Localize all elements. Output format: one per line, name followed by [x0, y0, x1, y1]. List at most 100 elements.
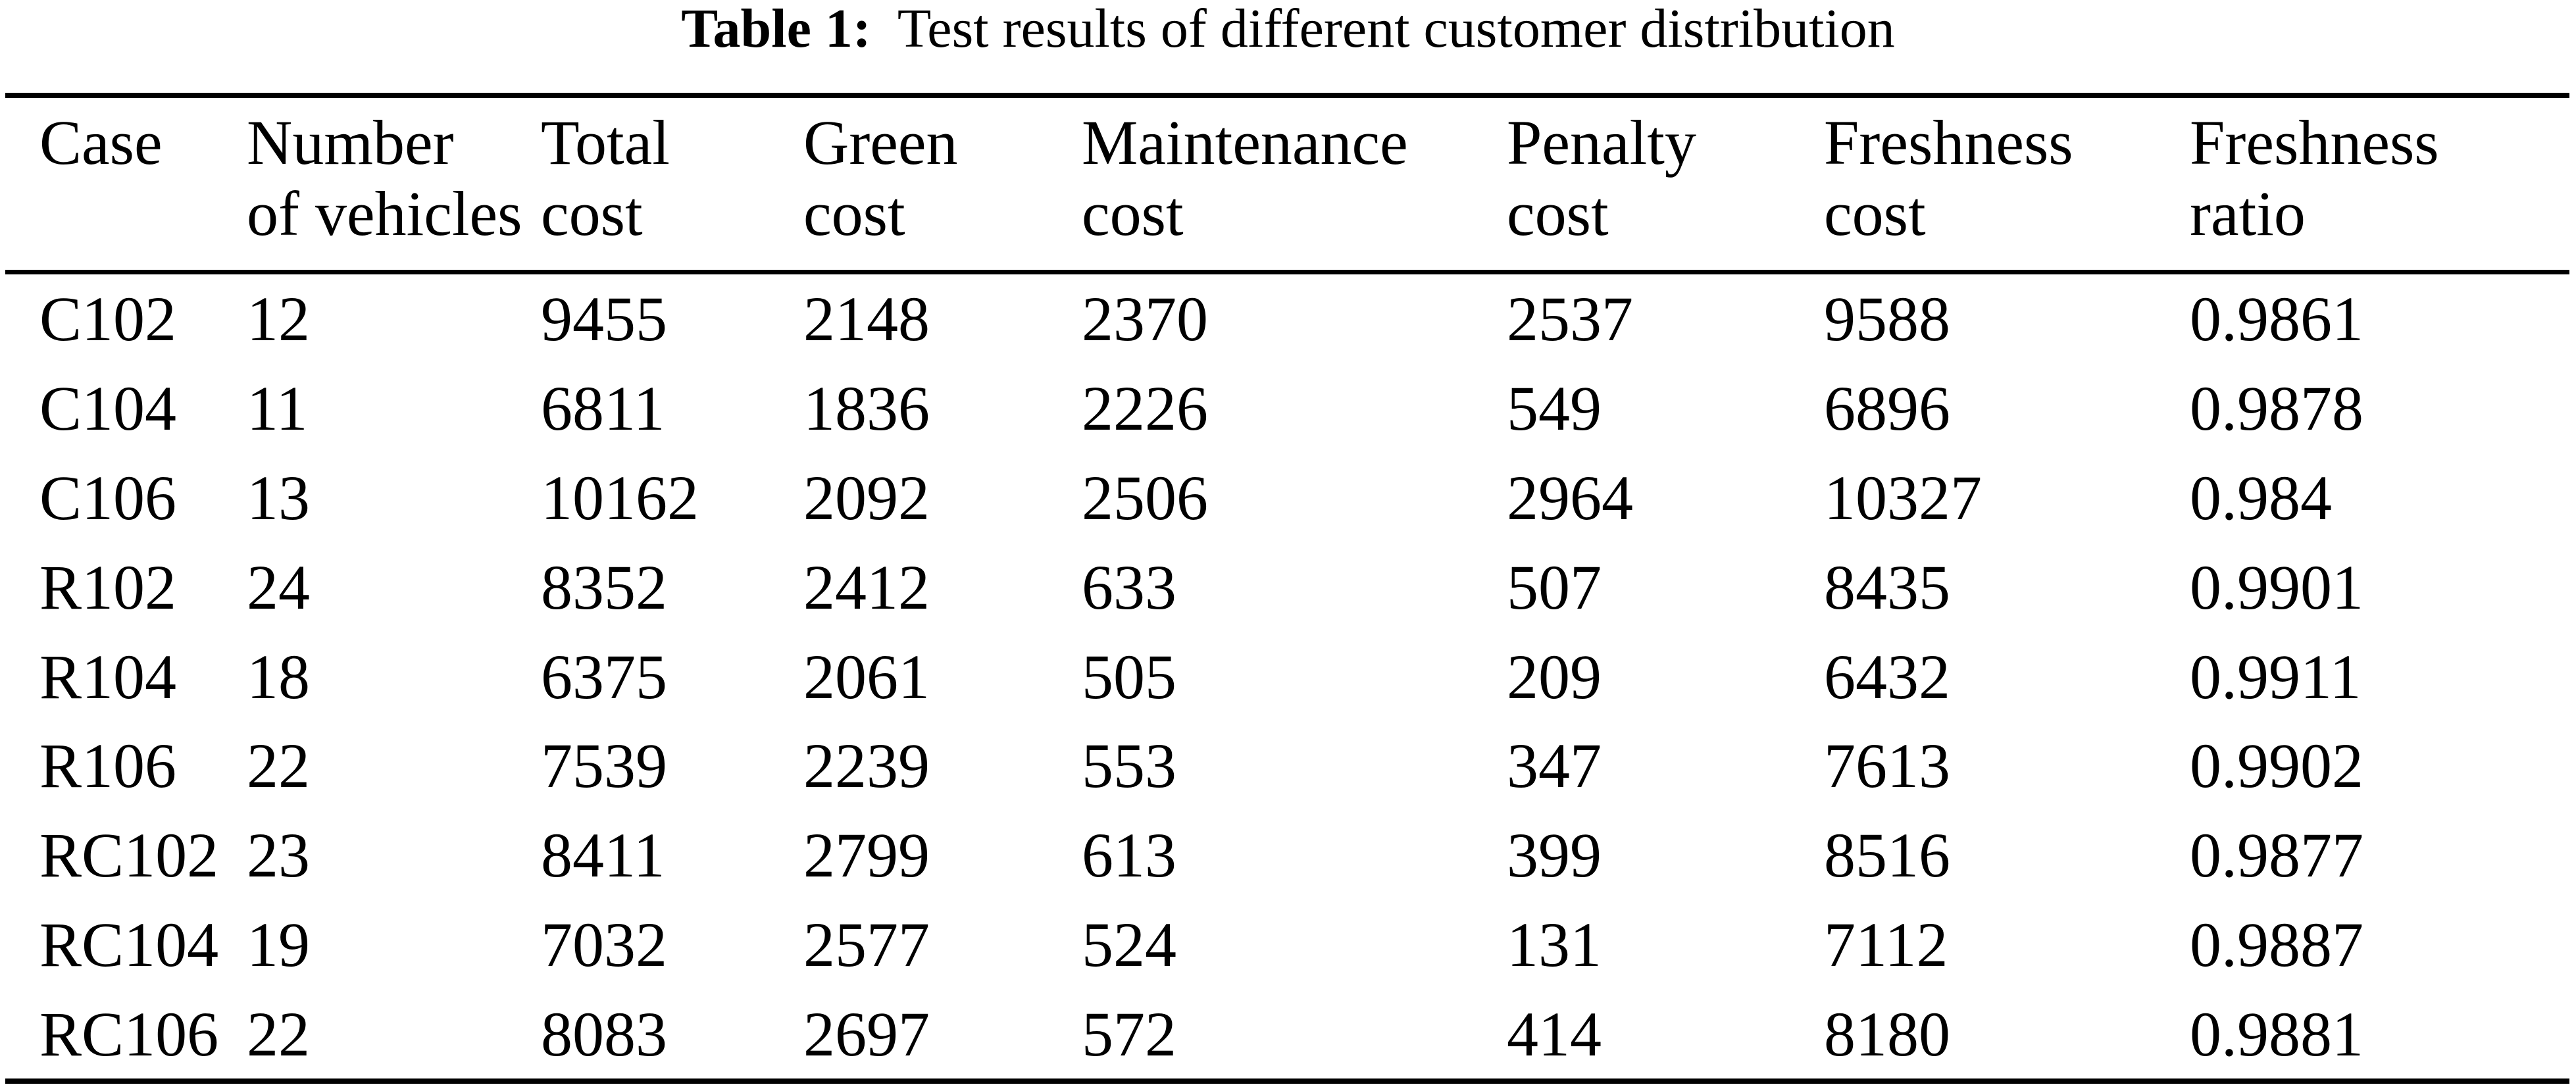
- cell-green-cost: 2092: [803, 462, 930, 533]
- cell-penalty-cost: 131: [1507, 909, 1602, 980]
- cell-freshness-ratio: 0.9861: [2190, 283, 2363, 354]
- column-header-line2: cost: [541, 178, 643, 249]
- cell-maintenance-cost: 633: [1082, 551, 1176, 622]
- cell-case: R104: [39, 641, 177, 712]
- cell-freshness-cost: 8180: [1824, 999, 1950, 1070]
- cell-case: C104: [39, 372, 177, 444]
- cell-green-cost: 2697: [803, 999, 930, 1070]
- cell-maintenance-cost: 524: [1082, 909, 1176, 980]
- table-top-rule: [5, 93, 2569, 98]
- cell-total-cost: 8411: [541, 820, 665, 891]
- cell-total-cost: 6375: [541, 641, 667, 712]
- table-row-c104: C104 11 6811 1836 2226 549 6896 0.9878: [39, 364, 2576, 453]
- column-header-line1: Freshness: [1824, 107, 2073, 178]
- cell-total-cost: 7032: [541, 909, 667, 980]
- cell-maintenance-cost: 2370: [1082, 283, 1208, 354]
- cell-total-cost: 9455: [541, 283, 667, 354]
- table-bottom-rule: [5, 1078, 2569, 1084]
- cell-vehicles: 22: [247, 730, 310, 801]
- cell-penalty-cost: 347: [1507, 730, 1602, 801]
- cell-freshness-ratio: 0.9902: [2190, 730, 2363, 801]
- cell-freshness-cost: 9588: [1824, 283, 1950, 354]
- cell-total-cost: 10162: [541, 462, 699, 533]
- cell-vehicles: 23: [247, 820, 310, 891]
- column-header-line1: Total: [541, 107, 670, 178]
- cell-case: R102: [39, 551, 177, 622]
- cell-penalty-cost: 2537: [1507, 283, 1633, 354]
- cell-case: C102: [39, 283, 177, 354]
- column-header-case: Case: [39, 107, 247, 249]
- table-body: C102 12 9455 2148 2370 2537 9588 0.9861 C104 11 68…: [39, 274, 2576, 1079]
- table-header-row: Case Number of vehicles Total cost Green cost M…: [39, 107, 2576, 249]
- cell-freshness-cost: 8435: [1824, 551, 1950, 622]
- column-header-line2: of vehicles: [247, 178, 522, 249]
- column-header-line1: Green: [803, 107, 958, 178]
- column-header-total-cost: Total cost: [541, 107, 803, 249]
- cell-green-cost: 2148: [803, 283, 930, 354]
- cell-vehicles: 18: [247, 641, 310, 712]
- cell-penalty-cost: 2964: [1507, 462, 1633, 533]
- cell-total-cost: 8352: [541, 551, 667, 622]
- cell-freshness-ratio: 0.9901: [2190, 551, 2363, 622]
- cell-green-cost: 2577: [803, 909, 930, 980]
- cell-total-cost: 6811: [541, 372, 665, 444]
- cell-green-cost: 1836: [803, 372, 930, 444]
- cell-vehicles: 13: [247, 462, 310, 533]
- table-row-r104: R104 18 6375 2061 505 209 6432 0.9911: [39, 632, 2576, 722]
- column-header-line2: cost: [1082, 178, 1184, 249]
- column-header-line1: Penalty: [1507, 107, 1696, 178]
- cell-freshness-ratio: 0.9887: [2190, 909, 2363, 980]
- column-header-line1: Case: [39, 107, 163, 178]
- cell-penalty-cost: 414: [1507, 999, 1602, 1070]
- cell-freshness-ratio: 0.9911: [2190, 641, 2361, 712]
- table-row-c106: C106 13 10162 2092 2506 2964 10327 0.984: [39, 453, 2576, 543]
- cell-total-cost: 8083: [541, 999, 667, 1070]
- column-header-line2: cost: [1824, 178, 1926, 249]
- column-header-line2: cost: [803, 178, 905, 249]
- cell-case: RC104: [39, 909, 219, 980]
- column-header-line2: ratio: [2190, 178, 2306, 249]
- column-header-freshness-cost: Freshness cost: [1824, 107, 2190, 249]
- cell-maintenance-cost: 572: [1082, 999, 1176, 1070]
- cell-vehicles: 22: [247, 999, 310, 1070]
- column-header-maintenance-cost: Maintenance cost: [1082, 107, 1507, 249]
- table-row-r102: R102 24 8352 2412 633 507 8435 0.9901: [39, 543, 2576, 632]
- cell-penalty-cost: 507: [1507, 551, 1602, 622]
- column-header-line1: Maintenance: [1082, 107, 1408, 178]
- table-caption: Table 1: Test results of different custom…: [0, 0, 2576, 58]
- cell-freshness-ratio: 0.9881: [2190, 999, 2363, 1070]
- table-row-r106: R106 22 7539 2239 553 347 7613 0.9902: [39, 721, 2576, 811]
- cell-penalty-cost: 399: [1507, 820, 1602, 891]
- table-row-c102: C102 12 9455 2148 2370 2537 9588 0.9861: [39, 274, 2576, 364]
- cell-vehicles: 11: [247, 372, 308, 444]
- cell-freshness-cost: 6432: [1824, 641, 1950, 712]
- cell-maintenance-cost: 2506: [1082, 462, 1208, 533]
- table-row-rc106: RC106 22 8083 2697 572 414 8180 0.9881: [39, 990, 2576, 1079]
- cell-maintenance-cost: 505: [1082, 641, 1176, 712]
- column-header-freshness-ratio: Freshness ratio: [2190, 107, 2576, 249]
- cell-freshness-cost: 10327: [1824, 462, 1982, 533]
- cell-total-cost: 7539: [541, 730, 667, 801]
- cell-penalty-cost: 209: [1507, 641, 1602, 712]
- column-header-line2: cost: [1507, 178, 1609, 249]
- cell-vehicles: 12: [247, 283, 310, 354]
- cell-case: R106: [39, 730, 177, 801]
- column-header-penalty-cost: Penalty cost: [1507, 107, 1824, 249]
- cell-freshness-ratio: 0.9878: [2190, 372, 2363, 444]
- cell-freshness-ratio: 0.9877: [2190, 820, 2363, 891]
- cell-freshness-ratio: 0.984: [2190, 462, 2332, 533]
- cell-freshness-cost: 7613: [1824, 730, 1950, 801]
- cell-maintenance-cost: 553: [1082, 730, 1176, 801]
- cell-freshness-cost: 6896: [1824, 372, 1950, 444]
- cell-case: RC106: [39, 999, 219, 1070]
- cell-maintenance-cost: 613: [1082, 820, 1176, 891]
- cell-green-cost: 2239: [803, 730, 930, 801]
- cell-freshness-cost: 7112: [1824, 909, 1948, 980]
- cell-penalty-cost: 549: [1507, 372, 1602, 444]
- table-caption-label: Table 1:: [681, 0, 871, 59]
- cell-vehicles: 24: [247, 551, 310, 622]
- table-row-rc104: RC104 19 7032 2577 524 131 7112 0.9887: [39, 900, 2576, 990]
- table-caption-text: Test results of different customer distr…: [897, 0, 1895, 59]
- cell-case: RC102: [39, 820, 219, 891]
